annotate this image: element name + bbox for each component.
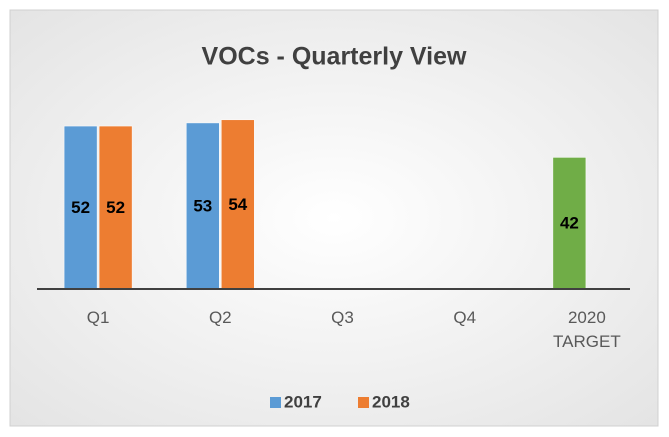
data-label: 53 [193, 196, 212, 215]
legend-label: 2017 [284, 392, 322, 411]
x-tick-label: Q4 [453, 308, 477, 327]
legend-swatch [358, 397, 369, 408]
legend-label: 2018 [372, 392, 410, 411]
bar [63, 125, 98, 290]
chart-title: VOCs - Quarterly View [202, 43, 467, 71]
legend-swatch [270, 397, 281, 408]
data-label: 52 [106, 198, 125, 217]
bar [221, 119, 255, 290]
x-tick-label: Q3 [331, 308, 354, 327]
bar [552, 157, 587, 290]
bar [186, 122, 220, 290]
x-tick-label: 2020 TARGET [553, 308, 621, 351]
x-tick-label: Q2 [208, 308, 232, 327]
data-label: 52 [71, 198, 90, 217]
bar [98, 125, 133, 290]
data-label: 54 [228, 195, 247, 214]
x-tick-label: Q1 [86, 308, 110, 327]
data-label: 42 [560, 214, 579, 233]
